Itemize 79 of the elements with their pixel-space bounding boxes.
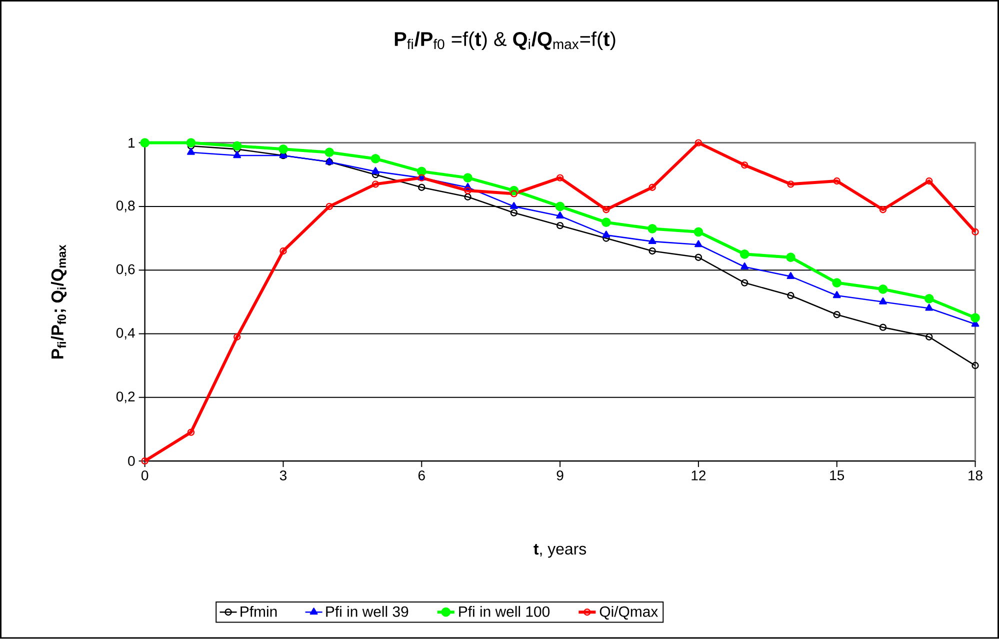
y-tick-label: 0,4 bbox=[116, 328, 135, 340]
point bbox=[786, 272, 795, 280]
point bbox=[372, 167, 380, 174]
point bbox=[924, 294, 934, 304]
point bbox=[555, 202, 565, 212]
point bbox=[372, 180, 380, 188]
point bbox=[187, 428, 195, 436]
x-tick-label: 12 bbox=[692, 470, 706, 480]
point bbox=[648, 247, 656, 255]
point bbox=[556, 174, 564, 182]
point bbox=[324, 148, 334, 158]
point bbox=[464, 193, 472, 201]
point bbox=[970, 313, 980, 323]
point bbox=[141, 457, 148, 465]
point bbox=[787, 180, 794, 188]
point bbox=[879, 298, 887, 305]
point bbox=[556, 212, 564, 219]
legend-label: Pfi in well 39 bbox=[326, 606, 408, 618]
legend-label: Pfi in well 100 bbox=[459, 606, 550, 618]
point bbox=[878, 284, 888, 294]
x-tick-label: 15 bbox=[830, 470, 844, 480]
point bbox=[832, 291, 841, 298]
x-axis-title: t, years bbox=[534, 544, 586, 558]
chart-title: P$_{fi}$/P$_{f0}$ =f(t) & Q$_{i}$/Q$_{max}$=f(t) bbox=[394, 32, 616, 50]
point bbox=[234, 333, 241, 341]
point bbox=[787, 292, 794, 300]
y-tick-label: 1 bbox=[128, 138, 135, 148]
point bbox=[602, 206, 610, 214]
point bbox=[926, 177, 933, 185]
point bbox=[926, 333, 933, 341]
point bbox=[464, 187, 472, 194]
point bbox=[648, 237, 656, 244]
point bbox=[740, 162, 748, 169]
point bbox=[740, 262, 749, 270]
y-tick-label: 0,8 bbox=[116, 200, 135, 212]
point bbox=[648, 184, 656, 192]
point bbox=[510, 209, 518, 216]
legend-label: Qi/Qmax bbox=[600, 606, 658, 620]
point bbox=[786, 252, 796, 262]
point bbox=[280, 247, 287, 255]
y-tick-label: 0 bbox=[128, 456, 135, 466]
x-tick-label: 6 bbox=[418, 470, 425, 480]
point bbox=[187, 148, 195, 155]
point bbox=[972, 228, 979, 236]
point bbox=[740, 250, 750, 259]
x-tick-label: 3 bbox=[280, 470, 286, 480]
point bbox=[418, 184, 426, 192]
point bbox=[832, 278, 842, 288]
point bbox=[601, 218, 611, 228]
point bbox=[556, 222, 564, 230]
point bbox=[879, 206, 887, 214]
point bbox=[833, 177, 840, 185]
y-tick-label: 0,6 bbox=[116, 264, 135, 276]
point bbox=[833, 311, 840, 318]
point bbox=[326, 202, 333, 210]
x-tick-label: 18 bbox=[968, 470, 982, 480]
point bbox=[694, 139, 702, 146]
point bbox=[740, 279, 748, 286]
point bbox=[140, 138, 150, 148]
x-tick-label: 0 bbox=[141, 470, 148, 480]
point bbox=[602, 230, 610, 238]
point bbox=[463, 173, 472, 183]
point bbox=[510, 190, 518, 198]
point bbox=[370, 154, 380, 164]
y-tick-label: 0,2 bbox=[116, 392, 135, 404]
point bbox=[233, 151, 242, 158]
point bbox=[694, 227, 704, 237]
point bbox=[879, 324, 887, 332]
point bbox=[648, 224, 657, 234]
point bbox=[416, 166, 426, 176]
legend-label: Pfmin bbox=[240, 606, 277, 617]
y-axis-title: P$_{fi}$/P$_{f0}$; Q$_{i}$/Q$_{max}$ bbox=[50, 244, 67, 359]
point bbox=[694, 254, 702, 262]
point bbox=[278, 144, 288, 154]
point bbox=[925, 304, 934, 311]
point bbox=[694, 240, 702, 248]
x-tick-label: 9 bbox=[556, 470, 564, 480]
point bbox=[510, 202, 518, 210]
point bbox=[232, 141, 242, 151]
